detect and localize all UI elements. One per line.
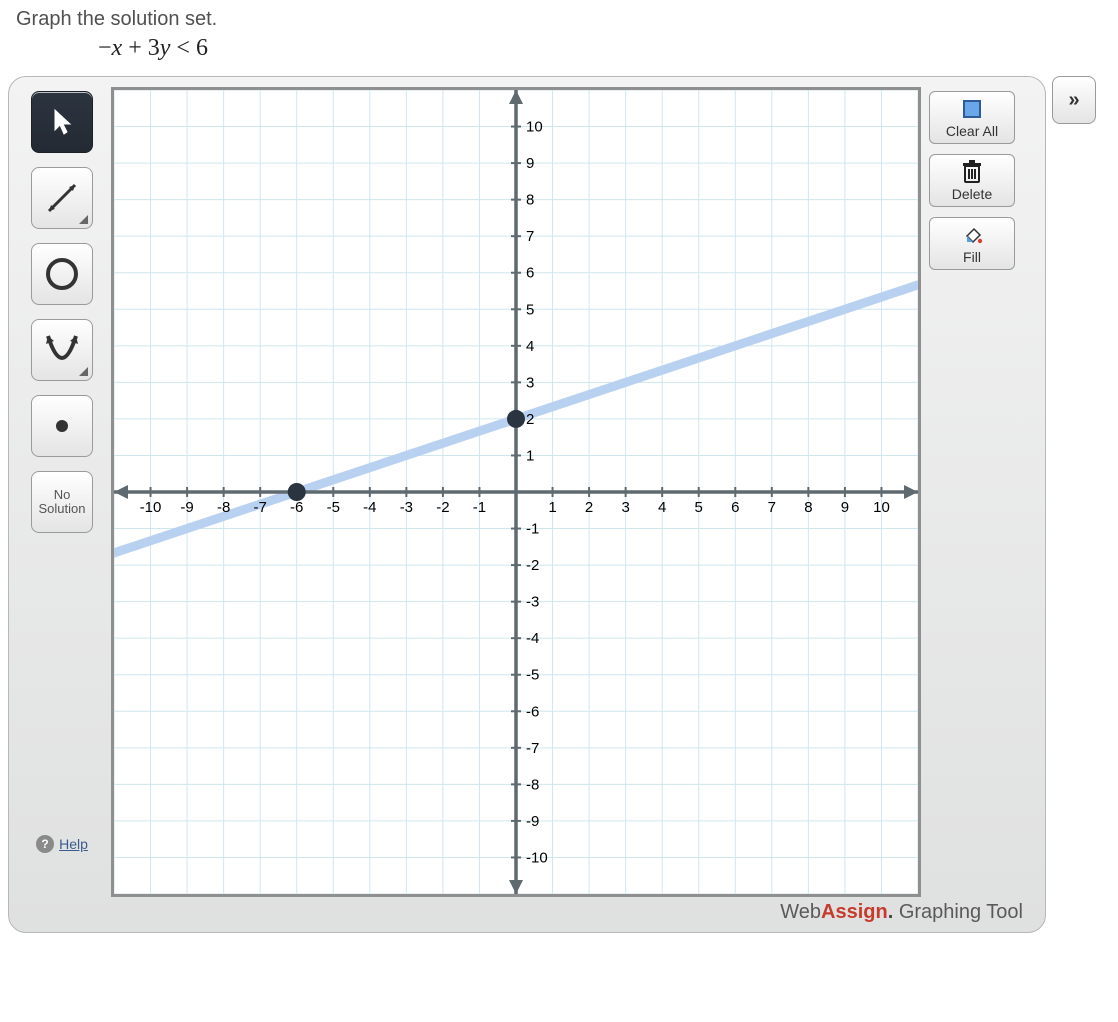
svg-text:5: 5 bbox=[526, 301, 534, 318]
brand-assign: Assign bbox=[821, 901, 888, 923]
svg-text:6: 6 bbox=[526, 265, 534, 282]
graphing-tool-panel: No Solution ? Help -10-9-8-7-6-5-4-3-2-1… bbox=[8, 76, 1046, 933]
fill-icon bbox=[959, 224, 985, 246]
svg-text:-4: -4 bbox=[526, 630, 539, 647]
svg-text:2: 2 bbox=[585, 499, 593, 516]
svg-text:4: 4 bbox=[658, 499, 666, 516]
svg-text:-7: -7 bbox=[526, 740, 539, 757]
svg-text:7: 7 bbox=[526, 228, 534, 245]
svg-text:-3: -3 bbox=[400, 499, 413, 516]
submenu-corner-icon bbox=[79, 367, 88, 376]
svg-text:1: 1 bbox=[526, 447, 534, 464]
svg-text:10: 10 bbox=[526, 119, 543, 136]
svg-text:-2: -2 bbox=[526, 557, 539, 574]
svg-text:-4: -4 bbox=[363, 499, 376, 516]
clear-all-icon bbox=[959, 98, 985, 120]
clear-all-button[interactable]: Clear All bbox=[929, 91, 1015, 144]
submenu-corner-icon bbox=[79, 215, 88, 224]
svg-text:-6: -6 bbox=[526, 703, 539, 720]
dot-icon bbox=[55, 419, 69, 433]
svg-text:-9: -9 bbox=[526, 813, 539, 830]
no-solution-label-2: Solution bbox=[39, 502, 86, 516]
expand-icon: » bbox=[1068, 89, 1079, 112]
circle-icon bbox=[44, 256, 80, 292]
brand-tool: Graphing Tool bbox=[893, 901, 1023, 923]
svg-text:-8: -8 bbox=[526, 776, 539, 793]
svg-text:10: 10 bbox=[873, 499, 890, 516]
line-tool[interactable] bbox=[31, 167, 93, 229]
left-toolbar: No Solution ? Help bbox=[21, 87, 103, 857]
svg-text:1: 1 bbox=[548, 499, 556, 516]
svg-text:-3: -3 bbox=[526, 594, 539, 611]
svg-text:-9: -9 bbox=[180, 499, 193, 516]
svg-text:-1: -1 bbox=[526, 521, 539, 538]
svg-text:-6: -6 bbox=[290, 499, 303, 516]
svg-text:6: 6 bbox=[731, 499, 739, 516]
right-toolbar: Clear All Delete bbox=[929, 87, 1019, 270]
line-icon bbox=[43, 179, 81, 217]
svg-text:-5: -5 bbox=[327, 499, 340, 516]
svg-text:4: 4 bbox=[526, 338, 534, 355]
delete-label: Delete bbox=[952, 186, 992, 202]
no-solution-button[interactable]: No Solution bbox=[31, 471, 93, 533]
help-icon: ? bbox=[36, 835, 54, 853]
clear-all-label: Clear All bbox=[946, 123, 998, 139]
no-solution-label-1: No bbox=[54, 488, 71, 502]
cursor-icon bbox=[51, 108, 73, 136]
svg-text:7: 7 bbox=[768, 499, 776, 516]
svg-text:9: 9 bbox=[841, 499, 849, 516]
svg-text:-10: -10 bbox=[140, 499, 162, 516]
trash-icon bbox=[959, 161, 985, 183]
delete-button[interactable]: Delete bbox=[929, 154, 1015, 207]
svg-text:-7: -7 bbox=[254, 499, 267, 516]
svg-text:5: 5 bbox=[695, 499, 703, 516]
help-label[interactable]: Help bbox=[59, 836, 88, 852]
expand-button[interactable]: » bbox=[1052, 76, 1096, 124]
svg-text:3: 3 bbox=[621, 499, 629, 516]
graph-svg: -10 -9 -8 -7 -6 -5 -4 -3 -2 -1 1 2 3 4 5 6 7 8 9 10 -10 -9 -8 -… bbox=[114, 90, 918, 894]
pointer-tool[interactable] bbox=[31, 91, 93, 153]
brand-web: Web bbox=[780, 901, 821, 923]
svg-text:-1: -1 bbox=[473, 499, 486, 516]
svg-text:-5: -5 bbox=[526, 667, 539, 684]
point-tool[interactable] bbox=[31, 395, 93, 457]
help-link[interactable]: ? Help bbox=[36, 547, 88, 857]
svg-text:2: 2 bbox=[526, 411, 534, 428]
svg-text:-8: -8 bbox=[217, 499, 230, 516]
circle-tool[interactable] bbox=[31, 243, 93, 305]
fill-label: Fill bbox=[963, 249, 981, 265]
graph-canvas[interactable]: -10 -9 -8 -7 -6 -5 -4 -3 -2 -1 1 2 3 4 5 6 7 8 9 10 -10 -9 -8 -… bbox=[111, 87, 921, 897]
svg-text:3: 3 bbox=[526, 374, 534, 391]
question-equation: −x + 3y < 6 bbox=[98, 35, 1110, 62]
svg-text:-2: -2 bbox=[436, 499, 449, 516]
parabola-tool[interactable] bbox=[31, 319, 93, 381]
question-prompt: Graph the solution set. bbox=[16, 8, 1110, 31]
svg-text:8: 8 bbox=[526, 192, 534, 209]
parabola-icon bbox=[42, 330, 82, 370]
svg-text:9: 9 bbox=[526, 155, 534, 172]
svg-text:8: 8 bbox=[804, 499, 812, 516]
fill-button[interactable]: Fill bbox=[929, 217, 1015, 270]
brand-footer: WebAssign. Graphing Tool bbox=[21, 897, 1033, 926]
svg-text:-10: -10 bbox=[526, 849, 548, 866]
